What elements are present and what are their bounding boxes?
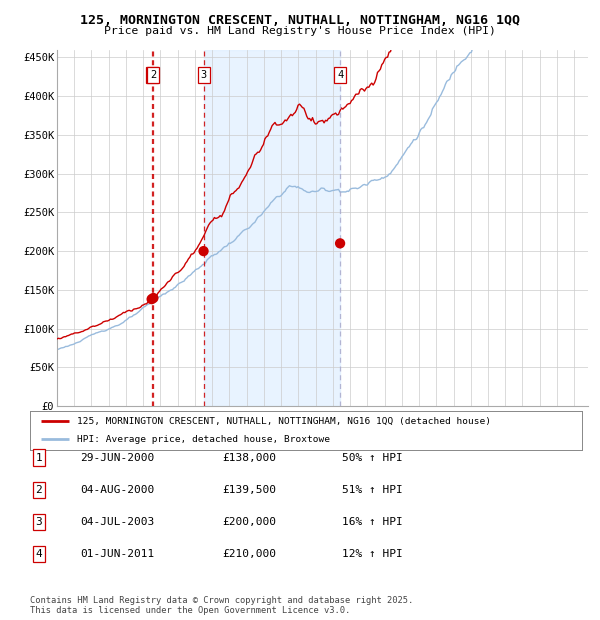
Text: 4: 4 bbox=[337, 70, 343, 80]
Bar bbox=[203, 50, 340, 406]
Text: 51% ↑ HPI: 51% ↑ HPI bbox=[341, 485, 403, 495]
Text: 16% ↑ HPI: 16% ↑ HPI bbox=[341, 517, 403, 527]
Point bbox=[147, 294, 157, 304]
Text: 12% ↑ HPI: 12% ↑ HPI bbox=[341, 549, 403, 559]
Text: 04-JUL-2003: 04-JUL-2003 bbox=[80, 517, 154, 527]
Text: HPI: Average price, detached house, Broxtowe: HPI: Average price, detached house, Brox… bbox=[77, 435, 330, 444]
Text: £138,000: £138,000 bbox=[222, 453, 276, 463]
Text: 125, MORNINGTON CRESCENT, NUTHALL, NOTTINGHAM, NG16 1QQ: 125, MORNINGTON CRESCENT, NUTHALL, NOTTI… bbox=[80, 14, 520, 27]
Point bbox=[149, 293, 158, 303]
Text: £210,000: £210,000 bbox=[222, 549, 276, 559]
Point bbox=[335, 239, 345, 249]
Text: 4: 4 bbox=[35, 549, 43, 559]
Text: 3: 3 bbox=[35, 517, 43, 527]
Text: 125, MORNINGTON CRESCENT, NUTHALL, NOTTINGHAM, NG16 1QQ (detached house): 125, MORNINGTON CRESCENT, NUTHALL, NOTTI… bbox=[77, 417, 491, 426]
Text: £139,500: £139,500 bbox=[222, 485, 276, 495]
Text: Price paid vs. HM Land Registry's House Price Index (HPI): Price paid vs. HM Land Registry's House … bbox=[104, 26, 496, 36]
Text: £200,000: £200,000 bbox=[222, 517, 276, 527]
Text: 50% ↑ HPI: 50% ↑ HPI bbox=[341, 453, 403, 463]
Point bbox=[199, 246, 208, 256]
Text: 2: 2 bbox=[35, 485, 43, 495]
Text: 2: 2 bbox=[150, 70, 157, 80]
Text: 3: 3 bbox=[200, 70, 206, 80]
Text: Contains HM Land Registry data © Crown copyright and database right 2025.
This d: Contains HM Land Registry data © Crown c… bbox=[30, 596, 413, 615]
Text: 1: 1 bbox=[35, 453, 43, 463]
Text: 29-JUN-2000: 29-JUN-2000 bbox=[80, 453, 154, 463]
Text: 1: 1 bbox=[149, 70, 155, 80]
Text: 04-AUG-2000: 04-AUG-2000 bbox=[80, 485, 154, 495]
Text: 01-JUN-2011: 01-JUN-2011 bbox=[80, 549, 154, 559]
